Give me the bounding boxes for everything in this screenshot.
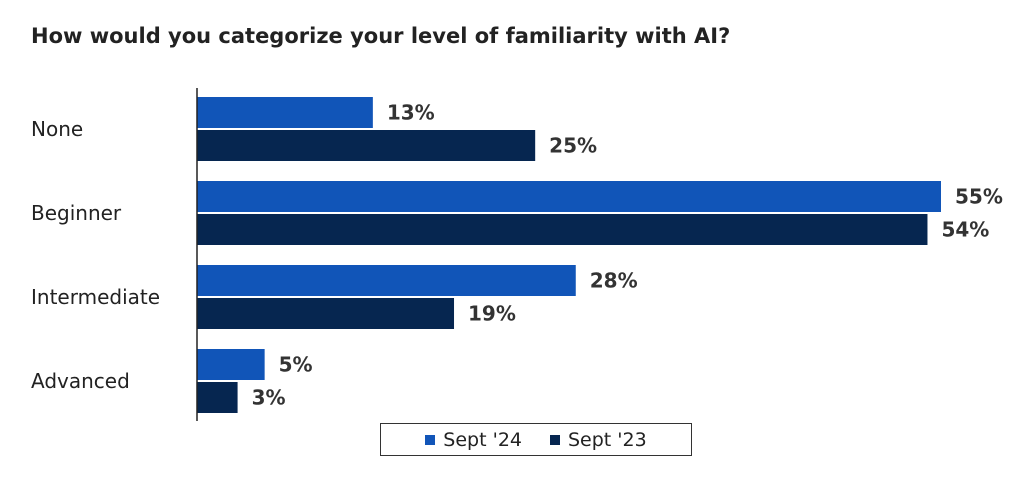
legend-item-series-1: Sept '23 xyxy=(550,429,647,451)
bar-intermediate-series-0 xyxy=(197,265,576,296)
value-label-beginner-series-1: 54% xyxy=(941,218,989,242)
category-label-intermediate: Intermediate xyxy=(31,285,160,309)
legend-label-series-0: Sept '24 xyxy=(443,428,522,451)
bars-group: None 13% 25% Beginner 55% 54% Intermediate 28% 1… xyxy=(31,97,1003,413)
bar-none-series-0 xyxy=(197,97,373,128)
category-label-advanced: Advanced xyxy=(31,369,130,393)
category-label-beginner: Beginner xyxy=(31,201,122,225)
value-label-advanced-series-0: 5% xyxy=(279,353,313,377)
category-label-none: None xyxy=(31,117,83,141)
bar-advanced-series-1 xyxy=(197,382,238,413)
value-label-none-series-0: 13% xyxy=(387,101,435,125)
value-label-beginner-series-0: 55% xyxy=(955,185,1003,209)
value-label-none-series-1: 25% xyxy=(549,134,597,158)
value-label-intermediate-series-0: 28% xyxy=(590,269,638,293)
bar-beginner-series-1 xyxy=(197,214,928,245)
value-label-intermediate-series-1: 19% xyxy=(468,302,516,326)
bar-beginner-series-0 xyxy=(197,181,941,212)
legend-swatch-series-0 xyxy=(425,434,436,445)
legend-label-series-1: Sept '23 xyxy=(568,428,647,451)
legend: Sept '24 Sept '23 xyxy=(380,423,692,456)
bar-advanced-series-0 xyxy=(197,349,265,380)
legend-item-series-0: Sept '24 xyxy=(425,429,522,451)
bar-none-series-1 xyxy=(197,130,536,161)
bar-intermediate-series-1 xyxy=(197,298,455,329)
chart-title: How would you categorize your level of f… xyxy=(31,24,731,48)
legend-swatch-series-1 xyxy=(550,434,560,445)
value-label-advanced-series-1: 3% xyxy=(252,386,286,410)
